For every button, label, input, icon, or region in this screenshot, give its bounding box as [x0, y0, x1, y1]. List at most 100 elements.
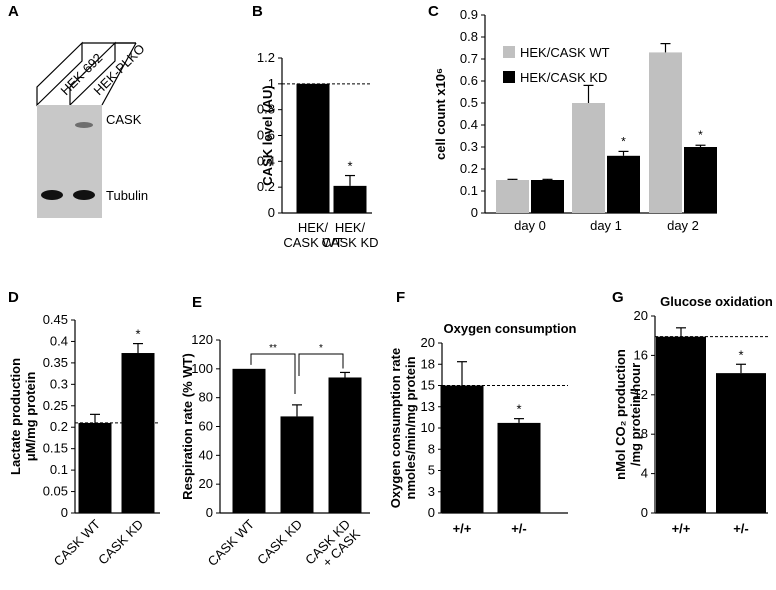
y-tick-label: 18 [421, 356, 435, 371]
y-tick-label: 3 [428, 484, 435, 499]
y-tick-label: 12 [634, 387, 648, 402]
y-tick-label: 8 [428, 441, 435, 456]
panel-letter-d: D [8, 289, 19, 306]
y-tick-label: 16 [634, 347, 648, 362]
bar [496, 180, 529, 213]
significance-marker: * [698, 128, 703, 142]
bar [684, 147, 717, 213]
y-tick-label: 100 [191, 361, 213, 376]
y-tick-label: 0.4 [50, 333, 68, 348]
category-label: CASK WT [205, 516, 258, 569]
bar [328, 377, 362, 513]
significance-marker: * [347, 159, 352, 174]
cask-band [75, 122, 93, 128]
bar [296, 83, 330, 213]
bar [656, 336, 706, 513]
y-axis-label: CASK level (AU) [260, 85, 275, 185]
category-label: +/- [511, 521, 527, 536]
category-label: +/+ [672, 521, 691, 536]
y-tick-label: 5 [428, 463, 435, 478]
y-tick-label: 0.05 [43, 484, 68, 499]
bracket-label: * [319, 343, 323, 354]
chart-title: Oxygen consumption [444, 321, 577, 336]
chart-f: 0 3 5 8 10 13 15 18 20 Oxygen consumption rate nmo… [388, 321, 577, 536]
significance-marker: * [516, 402, 521, 417]
y-tick-label: 8 [641, 426, 648, 441]
category-label: +/+ [453, 521, 472, 536]
y-tick-label: 0.9 [460, 7, 478, 22]
y-tick-label: 0.2 [50, 419, 68, 434]
western-blot: HEK-692 HEK-PLKO CASK Tubulin [36, 41, 148, 218]
category-label: CASK KD [95, 517, 146, 568]
y-axis-label: cell count x10⁶ [433, 68, 448, 160]
significance-bracket [298, 353, 344, 376]
chart-d: 0 0.05 0.1 0.15 0.2 0.25 0.3 0.35 0.4 0.45 Lactate… [8, 312, 160, 569]
y-tick-label: 0.1 [50, 462, 68, 477]
y-tick-label: 0.6 [460, 73, 478, 88]
bar [440, 385, 484, 513]
category-label: day 0 [514, 218, 546, 233]
legend-label: HEK/CASK KD [520, 70, 607, 85]
bracket-label: ** [269, 343, 277, 354]
y-tick-label: 0 [428, 505, 435, 520]
bar [531, 180, 564, 213]
band-label-tubulin: Tubulin [106, 188, 148, 203]
significance-marker: * [135, 327, 140, 342]
y-tick-label: 1.2 [257, 50, 275, 65]
chart-title: Glucose oxidation [660, 294, 773, 309]
bar [333, 185, 367, 213]
y-tick-label: 0.25 [43, 398, 68, 413]
bar [232, 368, 266, 513]
y-tick-label: 120 [191, 332, 213, 347]
y-tick-label: 20 [634, 308, 648, 323]
y-tick-label: 0.2 [460, 161, 478, 176]
bar [280, 416, 314, 513]
bar [78, 422, 112, 513]
chart-b: 0 0.2 0.4 0.6 0.8 1 1.2 CASK level (AU) HEK/CASK… [257, 50, 379, 250]
blot-membrane [37, 105, 102, 218]
y-tick-label: 20 [199, 476, 213, 491]
y-tick-label: 1 [268, 76, 275, 91]
category-label: CASK WT [51, 516, 104, 569]
legend-swatch [503, 46, 515, 58]
y-tick-label: 80 [199, 390, 213, 405]
legend-swatch [503, 71, 515, 83]
y-axis-label-line2: nmoles/min/mg protein [403, 356, 418, 499]
y-axis-label: Lactate production [8, 358, 23, 475]
y-tick-label: 0.2 [257, 179, 275, 194]
panel-letter-g: G [612, 289, 624, 306]
bar [716, 373, 766, 513]
y-tick-label: 0.3 [50, 376, 68, 391]
y-axis-label: nMol CO₂ production [613, 349, 628, 480]
bar [649, 52, 682, 214]
y-tick-label: 0 [641, 505, 648, 520]
panel-letter-f: F [396, 289, 405, 306]
bar [572, 103, 605, 213]
y-tick-label: 0.5 [460, 95, 478, 110]
y-tick-label: 60 [199, 419, 213, 434]
y-tick-label: 0.4 [460, 117, 478, 132]
y-tick-label: 20 [421, 335, 435, 350]
y-tick-label: 0.15 [43, 441, 68, 456]
band-label-cask: CASK [106, 112, 142, 127]
y-tick-label: 0 [471, 205, 478, 220]
y-tick-label: 0.3 [460, 139, 478, 154]
panel-letter-b: B [252, 3, 263, 20]
bar [607, 155, 640, 213]
significance-bracket [250, 353, 296, 394]
y-tick-label: 0.35 [43, 355, 68, 370]
y-tick-label: 4 [641, 466, 648, 481]
y-tick-label: 0 [206, 505, 213, 520]
tubulin-band-2 [73, 190, 95, 200]
category-label: CASK KD+ CASK [302, 516, 363, 577]
y-tick-label: 0.45 [43, 312, 68, 327]
significance-marker: * [738, 347, 743, 362]
y-axis-label-line2: μM/mg protein [23, 372, 38, 462]
y-tick-label: 15 [421, 378, 435, 393]
bar [497, 422, 541, 513]
y-tick-label: 0 [61, 505, 68, 520]
panel-letter-a: A [8, 3, 19, 20]
bar [121, 353, 155, 513]
y-axis-label: Oxygen consumption rate [388, 348, 403, 508]
y-tick-label: 0 [268, 205, 275, 220]
